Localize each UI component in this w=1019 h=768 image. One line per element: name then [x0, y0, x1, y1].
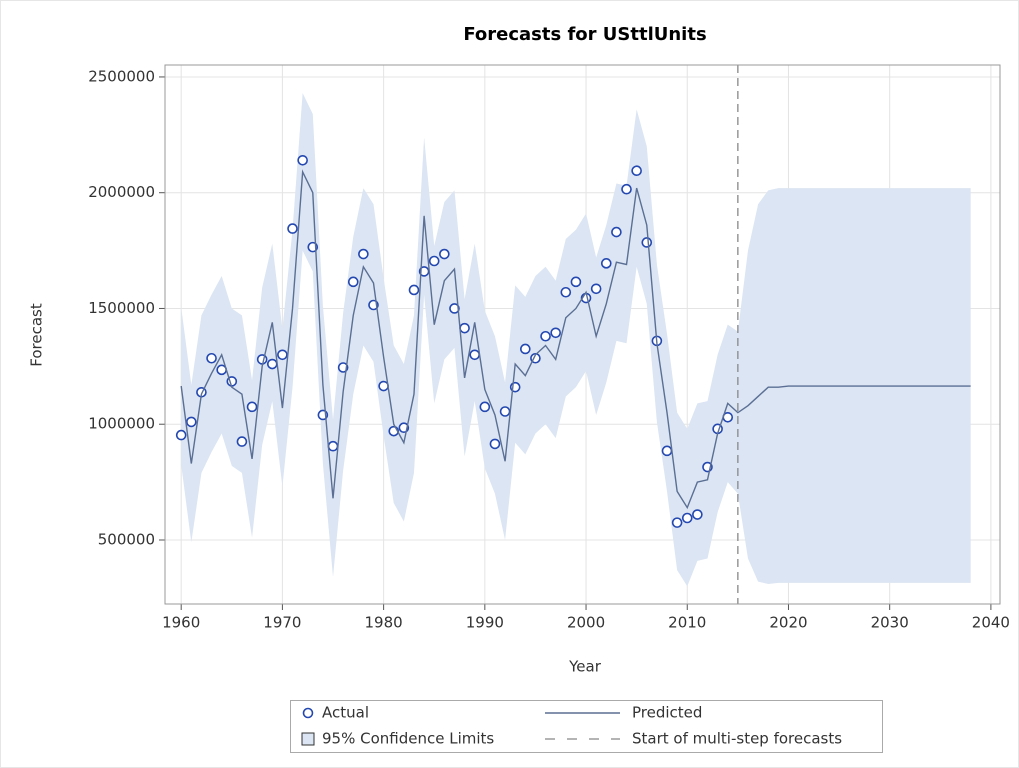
actual-point: [611, 226, 622, 238]
actual-point: [600, 258, 612, 269]
actual-point: [479, 401, 491, 413]
actual-point: [631, 165, 642, 177]
actual-point: [641, 237, 653, 248]
legend-label: Actual: [322, 704, 369, 722]
actual-point: [175, 429, 187, 441]
actual-point: [570, 276, 582, 288]
y-tick-label: 500000: [98, 530, 155, 548]
predicted-line: [180, 169, 971, 510]
actual-point: [378, 380, 389, 392]
actual-point: [287, 223, 298, 234]
actual-point: [408, 284, 420, 296]
actual-point: [358, 248, 369, 260]
actual-point: [277, 349, 288, 361]
x-tick-label: 2030: [871, 614, 909, 632]
actual-point: [347, 276, 359, 288]
actual-point: [428, 255, 440, 267]
legend-label: Start of multi-step forecasts: [632, 730, 842, 748]
actual-point: [671, 517, 683, 528]
actual-point: [266, 358, 278, 370]
actual-point: [590, 283, 602, 295]
actual-point: [327, 440, 339, 452]
y-axis-label: Forecast: [28, 303, 46, 367]
y-tick-label: 1500000: [88, 299, 155, 317]
confidence-band: [181, 93, 971, 587]
legend-marker: [301, 732, 315, 746]
x-tick-label: 2010: [668, 614, 706, 632]
x-axis-label: Year: [568, 658, 602, 676]
actual-point: [489, 438, 501, 450]
x-tick-label: 2040: [972, 614, 1010, 632]
actual-point: [540, 330, 551, 342]
actual-point: [621, 183, 632, 195]
chart-title: Forecasts for USttlUnits: [463, 24, 706, 45]
actual-point: [520, 343, 531, 355]
actual-point: [459, 322, 470, 334]
x-tick-label: 1980: [365, 614, 403, 632]
actual-point: [560, 286, 572, 298]
legend-label: 95% Confidence Limits: [322, 730, 494, 748]
actual-point: [297, 154, 308, 166]
actual-point: [692, 509, 703, 520]
actual-point: [449, 303, 460, 314]
actual-point: [439, 248, 450, 260]
legend-label: Predicted: [632, 704, 702, 722]
x-tick-label: 1990: [466, 614, 504, 632]
plot-frame: [164, 64, 1001, 605]
legend: [290, 700, 883, 753]
y-tick-label: 2000000: [88, 183, 155, 201]
actual-point: [499, 406, 511, 417]
actual-point: [550, 327, 561, 339]
y-tick-label: 2500000: [88, 67, 155, 85]
x-tick-label: 2000: [567, 614, 605, 632]
y-tick-label: 1000000: [88, 415, 155, 433]
actual-point: [256, 354, 268, 365]
x-tick-label: 2020: [769, 614, 807, 632]
actual-point: [236, 436, 248, 447]
x-tick-label: 1960: [162, 614, 200, 632]
actual-point: [206, 352, 217, 364]
x-tick-label: 1970: [263, 614, 301, 632]
actual-point: [186, 416, 197, 428]
actual-point: [661, 445, 673, 457]
legend-marker: [302, 707, 314, 719]
actual-point: [681, 512, 693, 524]
actual-point: [246, 401, 258, 413]
actual-point: [469, 349, 481, 361]
